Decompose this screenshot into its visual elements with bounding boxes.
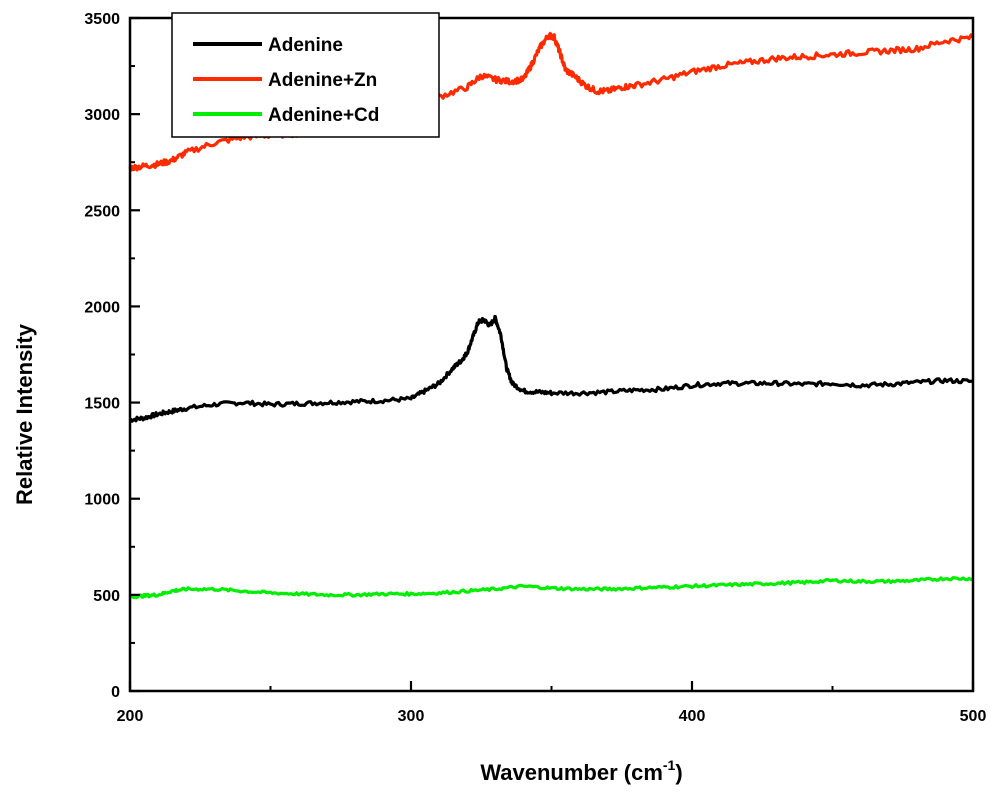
series-line-3 xyxy=(128,576,974,600)
x-axis-title-suffix: ) xyxy=(675,760,682,785)
x-axis-title: Wavenumber (cm-1) xyxy=(480,757,682,785)
x-axis-title-main: Wavenumber (cm xyxy=(480,760,663,785)
x-tick-label: 500 xyxy=(960,708,987,725)
y-tick-label: 2000 xyxy=(84,299,120,316)
series-line-1 xyxy=(129,314,974,423)
y-tick-label: 3500 xyxy=(84,11,120,28)
legend-box xyxy=(171,12,440,138)
x-axis-title-sup: -1 xyxy=(663,757,676,773)
x-tick-label: 400 xyxy=(679,708,706,725)
y-tick-label: 500 xyxy=(93,588,120,605)
x-tick-label: 300 xyxy=(398,708,425,725)
y-tick-label: 0 xyxy=(111,684,120,701)
legend-label: Adenine+Cd xyxy=(268,105,379,126)
legend-label: Adenine+Zn xyxy=(268,70,377,91)
x-tick-label: 200 xyxy=(117,708,144,725)
y-tick-label: 2500 xyxy=(84,203,120,220)
legend: Adenine Adenine+Zn Adenine+Cd xyxy=(171,12,440,138)
y-tick-label: 3000 xyxy=(84,107,120,124)
legend-items: Adenine Adenine+Zn Adenine+Cd xyxy=(193,35,379,126)
ticks-layer: 0 500 1000 1500 2000 2500 3000 3500 200 300 400 500 xyxy=(84,11,986,725)
y-tick-label: 1000 xyxy=(84,492,120,509)
y-axis-title: Relative Intensity xyxy=(12,323,37,505)
y-tick-label: 1500 xyxy=(84,396,120,413)
legend-label: Adenine xyxy=(268,35,343,56)
